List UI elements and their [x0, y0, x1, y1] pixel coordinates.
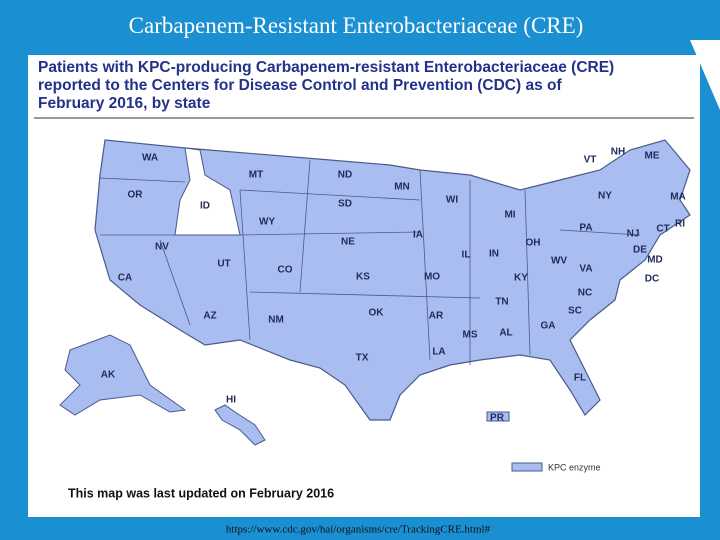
state-label: GA — [541, 321, 556, 332]
state-label: IN — [489, 249, 499, 260]
state-label: CO — [278, 265, 293, 276]
state-label: AK — [101, 370, 116, 381]
legend-swatch — [511, 462, 543, 472]
us-outline — [94, 139, 691, 421]
state-label: NJ — [627, 229, 640, 240]
state-label: WV — [551, 256, 567, 267]
state-label: HI — [226, 395, 236, 406]
state-label: AR — [429, 311, 444, 322]
state-label: NH — [611, 147, 625, 158]
legend-label: KPC enzyme — [548, 462, 601, 472]
state-label: NY — [598, 191, 612, 202]
source-url: https://www.cdc.gov/hai/organisms/cre/Tr… — [226, 524, 491, 536]
hawaii — [214, 404, 266, 446]
state-label: VA — [579, 264, 592, 275]
state-label: VT — [584, 155, 597, 166]
state-label: RI — [675, 219, 685, 230]
state-label: MI — [504, 210, 515, 221]
state-label: ME — [645, 151, 660, 162]
state-label: PR — [490, 413, 505, 424]
state-label: DC — [645, 274, 659, 285]
state-label: WI — [446, 195, 458, 206]
state-label: WA — [142, 153, 158, 164]
state-label: CT — [656, 224, 669, 235]
update-note: This map was last updated on February 20… — [68, 486, 334, 500]
state-label: UT — [217, 259, 230, 270]
state-label: NE — [341, 237, 355, 248]
state-borders — [99, 159, 641, 365]
state-label: DE — [633, 245, 647, 256]
state-label: MS — [463, 330, 478, 341]
puerto-rico — [486, 411, 510, 422]
state-label: WY — [259, 217, 275, 228]
state-label: SD — [338, 199, 352, 210]
state-label: AL — [499, 328, 512, 339]
state-label: NV — [155, 242, 169, 253]
state-label: LA — [432, 347, 445, 358]
state-label: MO — [424, 272, 440, 283]
state-label: TN — [495, 297, 508, 308]
slide-title: Carbapenem-Resistant Enterobacteriaceae … — [129, 13, 584, 38]
state-label: KS — [356, 272, 370, 283]
state-label: OH — [526, 238, 541, 249]
state-label: ND — [338, 170, 352, 181]
state-label: MN — [394, 182, 410, 193]
map-title: reported to the Centers for Disease Cont… — [38, 77, 562, 94]
state-label: AZ — [203, 311, 216, 322]
state-label: OK — [369, 308, 385, 319]
map-title: Patients with KPC-producing Carbapenem-r… — [38, 59, 614, 76]
state-label: TX — [356, 353, 369, 364]
state-label: IA — [413, 230, 423, 241]
state-label: MT — [249, 170, 263, 181]
state-label: CA — [118, 273, 132, 284]
state-label: KY — [514, 273, 528, 284]
state-label: NC — [578, 288, 592, 299]
state-label: PA — [579, 223, 592, 234]
state-label: MD — [647, 255, 663, 266]
state-label: FL — [574, 373, 586, 384]
map-title: February 2016, by state — [38, 95, 211, 112]
alaska — [59, 334, 187, 416]
state-label: IL — [462, 250, 471, 261]
state-label: ID — [200, 201, 210, 212]
state-label: MA — [670, 192, 686, 203]
state-label: OR — [128, 190, 144, 201]
state-label: NM — [268, 315, 284, 326]
state-label: SC — [568, 306, 582, 317]
